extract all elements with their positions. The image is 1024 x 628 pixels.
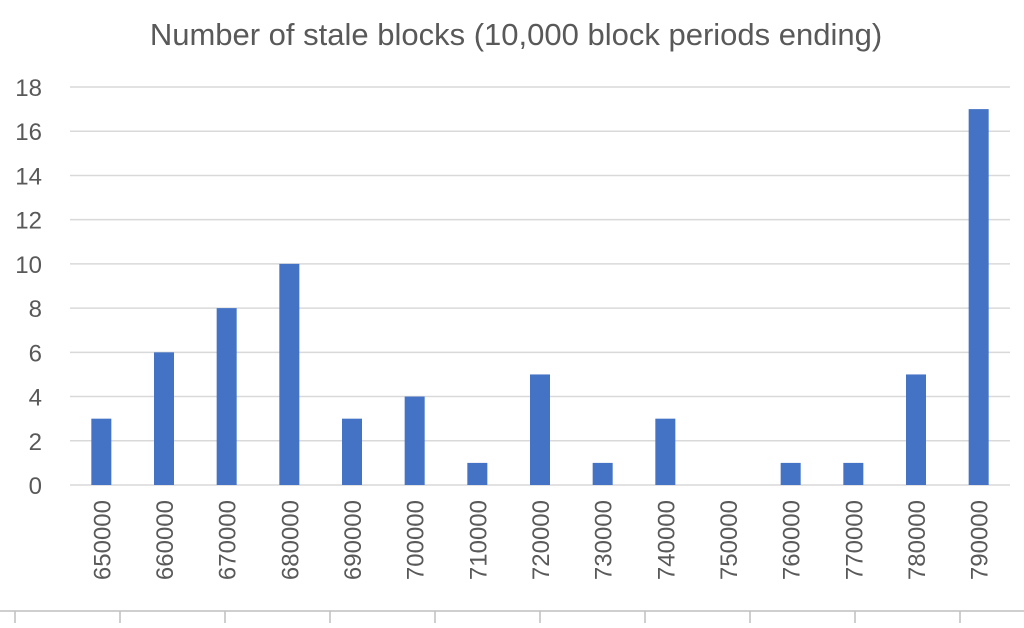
x-tick-label: 750000 xyxy=(716,500,743,580)
y-tick-label: 0 xyxy=(29,473,42,500)
y-tick-label: 4 xyxy=(29,385,42,412)
y-tick-label: 2 xyxy=(29,429,42,456)
bar xyxy=(906,374,926,485)
bar xyxy=(655,418,676,485)
bar xyxy=(216,308,237,485)
bars xyxy=(91,109,989,485)
bar xyxy=(968,109,989,485)
x-tick-label: 700000 xyxy=(403,500,430,580)
x-axis-tick-labels: 650000 660000 670000 680000 690000 700000 7100… xyxy=(89,500,993,580)
bar xyxy=(843,462,864,485)
y-tick-label: 16 xyxy=(15,119,42,146)
x-tick-label: 650000 xyxy=(89,500,116,580)
x-tick-label: 790000 xyxy=(967,500,994,580)
bar xyxy=(342,418,362,485)
x-tick-label: 670000 xyxy=(215,500,242,580)
x-tick-label: 780000 xyxy=(904,500,931,580)
y-tick-label: 12 xyxy=(15,208,42,235)
y-tick-label: 10 xyxy=(15,252,42,279)
bar xyxy=(279,263,300,485)
chart-title: Number of stale blocks (10,000 block per… xyxy=(150,17,882,52)
bar xyxy=(91,418,112,485)
x-tick-label: 680000 xyxy=(277,500,304,580)
x-tick-label: 730000 xyxy=(591,500,618,580)
x-tick-label: 720000 xyxy=(528,500,555,580)
bar xyxy=(780,462,801,485)
x-tick-label: 740000 xyxy=(653,500,680,580)
bar xyxy=(467,462,488,485)
x-tick-label: 710000 xyxy=(465,500,492,580)
x-tick-label: 660000 xyxy=(152,500,179,580)
bar xyxy=(404,396,425,485)
y-tick-label: 18 xyxy=(15,75,42,102)
x-tick-label: 690000 xyxy=(340,500,367,580)
bar xyxy=(530,374,550,485)
x-tick-label: 770000 xyxy=(841,500,868,580)
bar xyxy=(154,352,174,485)
y-axis-tick-labels: 0 2 4 6 8 10 12 14 16 18 xyxy=(15,75,42,500)
y-tick-label: 6 xyxy=(29,340,42,367)
sheet-bottom-border xyxy=(0,610,1024,623)
y-tick-label: 14 xyxy=(15,163,42,190)
x-tick-label: 760000 xyxy=(779,500,806,580)
bar xyxy=(592,462,613,485)
y-tick-label: 8 xyxy=(29,296,42,323)
